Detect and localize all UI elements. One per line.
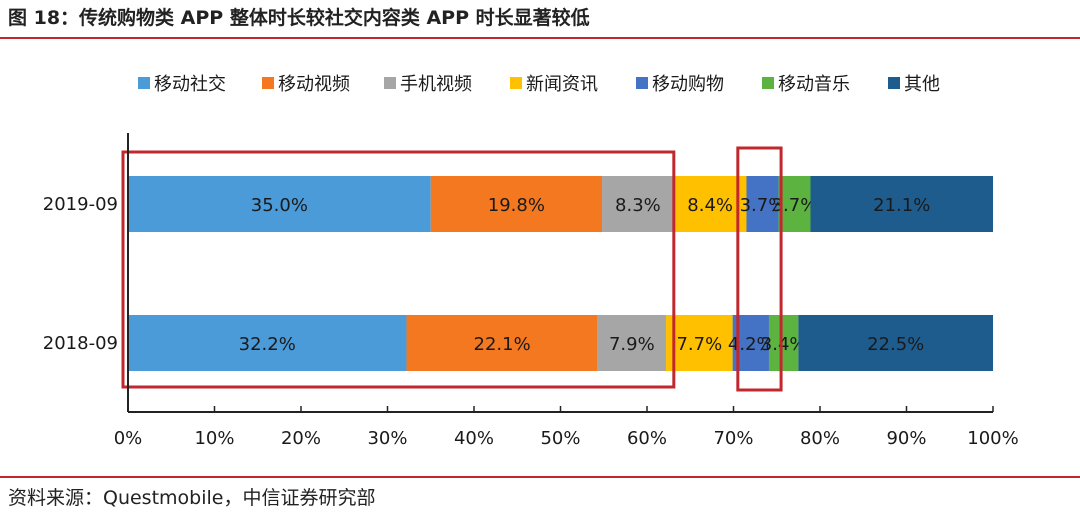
source-divider bbox=[0, 476, 1080, 478]
x-tick-label-2: 20% bbox=[281, 428, 321, 449]
legend-swatch-0 bbox=[138, 77, 150, 89]
legend-swatch-5 bbox=[762, 77, 774, 89]
legend-swatch-1 bbox=[262, 77, 274, 89]
legend-label-0: 移动社交 bbox=[154, 74, 226, 95]
stacked-bar-chart: 移动社交 移动视频 手机视频 新闻资讯 移动购物 移动音乐 其他 2019-09 35.0% 1… bbox=[43, 74, 1019, 449]
x-tick-label-10: 100% bbox=[967, 428, 1018, 449]
x-tick-label-6: 60% bbox=[627, 428, 667, 449]
legend-label-2: 手机视频 bbox=[400, 74, 472, 95]
bar-segment-1-6 bbox=[798, 315, 993, 371]
legend-label-1: 移动视频 bbox=[278, 74, 350, 95]
data-label-0-5: 3.7% bbox=[772, 195, 818, 216]
category-label-1: 2018-09 bbox=[43, 333, 118, 354]
bar-segment-0-4 bbox=[746, 176, 779, 232]
data-label-1-5: 3.4% bbox=[761, 334, 807, 355]
data-label-1-0: 32.2% bbox=[239, 334, 296, 355]
legend-label-4: 移动购物 bbox=[652, 74, 724, 95]
data-label-0-6: 21.1% bbox=[873, 195, 930, 216]
highlight-box-0 bbox=[121, 150, 676, 389]
legend-label-6: 其他 bbox=[904, 74, 940, 95]
bar-segment-1-3 bbox=[666, 315, 733, 371]
data-label-0-3: 8.4% bbox=[687, 195, 733, 216]
data-label-1-6: 22.5% bbox=[867, 334, 924, 355]
bar-segment-0-2 bbox=[602, 176, 674, 232]
bar-segment-1-0 bbox=[128, 315, 407, 371]
chart-legend: 移动社交 移动视频 手机视频 新闻资讯 移动购物 移动音乐 其他 bbox=[138, 74, 940, 95]
data-label-0-4: 3.7% bbox=[740, 195, 786, 216]
bar-segment-0-6 bbox=[810, 176, 993, 232]
x-tick-label-9: 90% bbox=[886, 428, 926, 449]
chart-axes: 0% 10% 20% 30% 40% 50% 60% 70% 80% 90% 100% bbox=[114, 133, 1019, 449]
bar-segment-0-1 bbox=[430, 176, 603, 232]
chart-highlight-boxes bbox=[121, 146, 783, 392]
bar-segment-1-1 bbox=[406, 315, 598, 371]
data-label-0-0: 35.0% bbox=[251, 195, 308, 216]
bar-segment-1-2 bbox=[597, 315, 667, 371]
title-divider bbox=[0, 37, 1080, 39]
x-tick-label-1: 10% bbox=[194, 428, 234, 449]
source-note: 资料来源：Questmobile，中信证券研究部 bbox=[8, 487, 376, 509]
category-label-0: 2019-09 bbox=[43, 194, 118, 215]
chart-bars: 2019-09 35.0% 19.8% 8.3% 8.4% 3.7%3.7% 21.1% 20… bbox=[43, 176, 993, 371]
x-tick-label-4: 40% bbox=[454, 428, 494, 449]
legend-swatch-4 bbox=[636, 77, 648, 89]
bar-segment-0-3 bbox=[673, 176, 747, 232]
data-label-1-2: 7.9% bbox=[609, 334, 655, 355]
data-label-1-4: 4.2% bbox=[728, 334, 774, 355]
data-label-0-1: 19.8% bbox=[488, 195, 545, 216]
x-tick-label-8: 80% bbox=[800, 428, 840, 449]
legend-label-5: 移动音乐 bbox=[778, 74, 850, 95]
legend-swatch-3 bbox=[510, 77, 522, 89]
legend-label-3: 新闻资讯 bbox=[526, 74, 598, 95]
data-label-1-3: 7.7% bbox=[676, 334, 722, 355]
figure-title: 图 18：传统购物类 APP 整体时长较社交内容类 APP 时长显著较低 bbox=[8, 7, 590, 29]
highlight-box-1 bbox=[736, 146, 783, 392]
data-label-0-2: 8.3% bbox=[615, 195, 661, 216]
data-label-1-1: 22.1% bbox=[474, 334, 531, 355]
x-tick-label-5: 50% bbox=[540, 428, 580, 449]
x-tick-label-3: 30% bbox=[367, 428, 407, 449]
x-tick-label-7: 70% bbox=[713, 428, 753, 449]
x-tick-label-0: 0% bbox=[114, 428, 143, 449]
bar-segment-1-5 bbox=[768, 315, 799, 371]
legend-swatch-2 bbox=[384, 77, 396, 89]
legend-swatch-6 bbox=[888, 77, 900, 89]
bar-segment-0-0 bbox=[128, 176, 431, 232]
bar-segment-0-5 bbox=[778, 176, 811, 232]
